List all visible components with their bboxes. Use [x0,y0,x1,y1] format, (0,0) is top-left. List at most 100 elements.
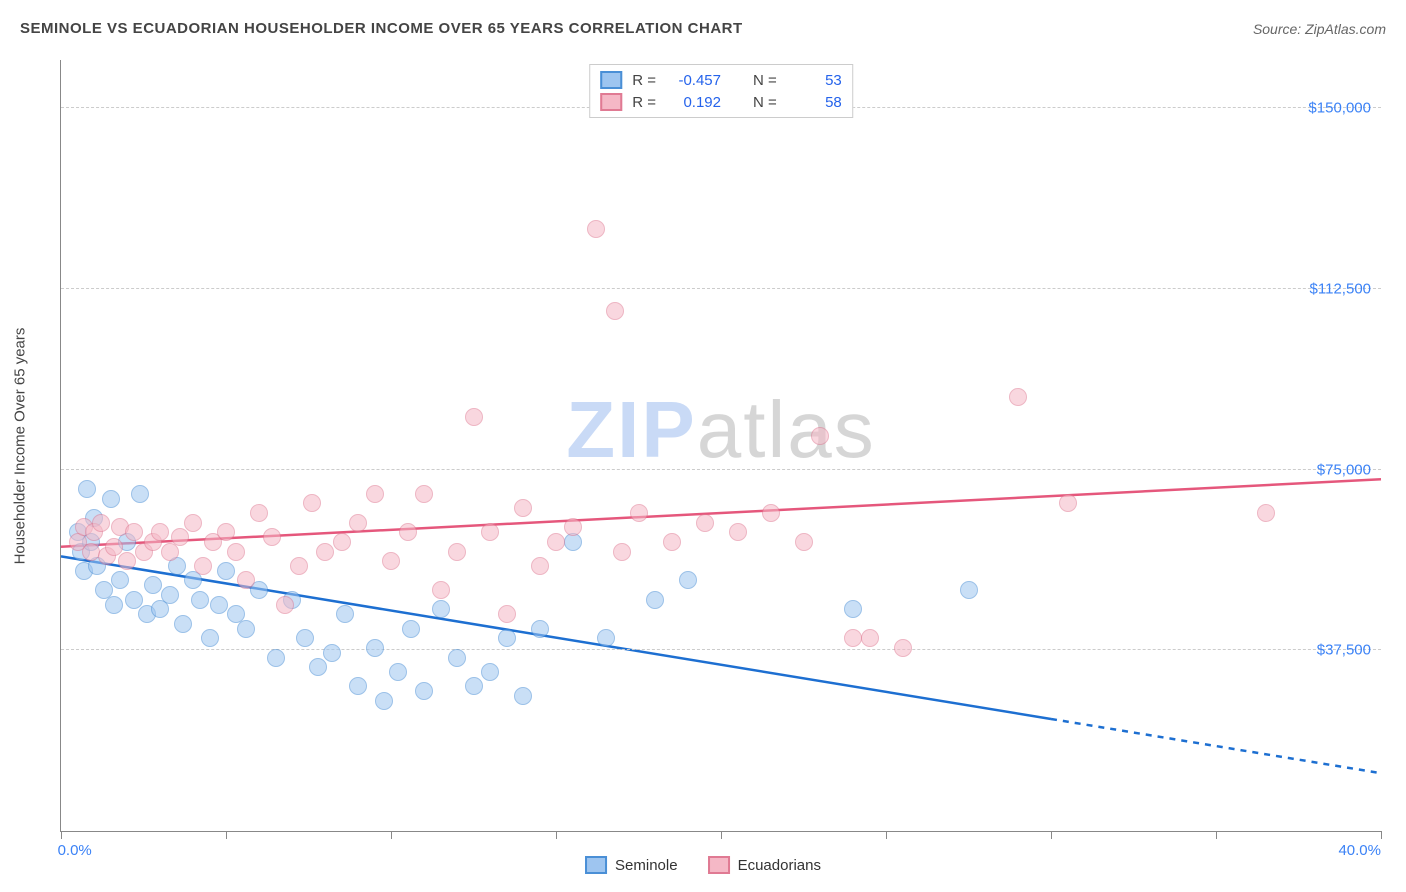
gridline [61,288,1381,289]
series-legend: Seminole Ecuadorians [585,856,821,874]
data-point [481,523,499,541]
data-point [250,504,268,522]
x-tick [556,831,557,839]
data-point [382,552,400,570]
x-tick [721,831,722,839]
plot-wrap: Householder Income Over 65 years ZIPatla… [60,60,1381,832]
data-point [105,538,123,556]
legend-label: Ecuadorians [738,857,821,874]
legend-swatch [600,93,622,111]
data-point [144,576,162,594]
gridline [61,469,1381,470]
data-point [201,629,219,647]
chart-title: SEMINOLE VS ECUADORIAN HOUSEHOLDER INCOM… [20,20,743,37]
data-point [296,629,314,647]
data-point [402,620,420,638]
data-point [102,490,120,508]
data-point [171,528,189,546]
data-point [465,677,483,695]
legend-item: Ecuadorians [708,856,821,874]
data-point [646,591,664,609]
data-point [1059,494,1077,512]
trend-lines-layer [61,60,1381,831]
stats-legend-row: R =0.192N =58 [600,91,842,113]
data-point [267,649,285,667]
data-point [606,302,624,320]
data-point [844,629,862,647]
legend-swatch [708,856,730,874]
data-point [514,687,532,705]
legend-swatch [600,71,622,89]
data-point [309,658,327,676]
data-point [125,591,143,609]
data-point [1009,388,1027,406]
data-point [960,581,978,599]
data-point [323,644,341,662]
y-gridline-label: $75,000 [1317,461,1371,478]
x-tick [886,831,887,839]
data-point [174,615,192,633]
data-point [531,620,549,638]
data-point [498,605,516,623]
scatter-plot: ZIPatlas R =-0.457N =53R =0.192N =58 $37… [60,60,1381,832]
data-point [366,485,384,503]
y-gridline-label: $37,500 [1317,642,1371,659]
data-point [448,543,466,561]
source-label: Source: ZipAtlas.com [1253,21,1386,37]
data-point [762,504,780,522]
data-point [290,557,308,575]
data-point [263,528,281,546]
x-tick [61,831,62,839]
data-point [366,639,384,657]
data-point [336,605,354,623]
data-point [696,514,714,532]
data-point [237,571,255,589]
data-point [630,504,648,522]
data-point [217,523,235,541]
data-point [349,677,367,695]
data-point [399,523,417,541]
stats-legend-row: R =-0.457N =53 [600,69,842,91]
trend-line-extrapolated [1051,719,1381,773]
legend-label: Seminole [615,857,678,874]
data-point [1257,504,1275,522]
data-point [389,663,407,681]
data-point [597,629,615,647]
data-point [78,480,96,498]
data-point [217,562,235,580]
data-point [432,600,450,618]
data-point [547,533,565,551]
data-point [861,629,879,647]
x-tick [1051,831,1052,839]
data-point [481,663,499,681]
data-point [415,682,433,700]
data-point [333,533,351,551]
data-point [564,518,582,536]
data-point [729,523,747,541]
data-point [811,427,829,445]
data-point [210,596,228,614]
data-point [679,571,697,589]
data-point [303,494,321,512]
data-point [194,557,212,575]
data-point [131,485,149,503]
x-max-label: 40.0% [1338,842,1381,859]
data-point [498,629,516,647]
data-point [111,571,129,589]
data-point [105,596,123,614]
data-point [276,596,294,614]
legend-item: Seminole [585,856,678,874]
y-axis-label: Householder Income Over 65 years [12,328,29,565]
data-point [118,552,136,570]
data-point [795,533,813,551]
data-point [613,543,631,561]
x-tick [1216,831,1217,839]
gridline [61,649,1381,650]
data-point [894,639,912,657]
data-point [587,220,605,238]
data-point [448,649,466,667]
data-point [531,557,549,575]
title-bar: SEMINOLE VS ECUADORIAN HOUSEHOLDER INCOM… [20,20,1386,37]
data-point [514,499,532,517]
data-point [375,692,393,710]
